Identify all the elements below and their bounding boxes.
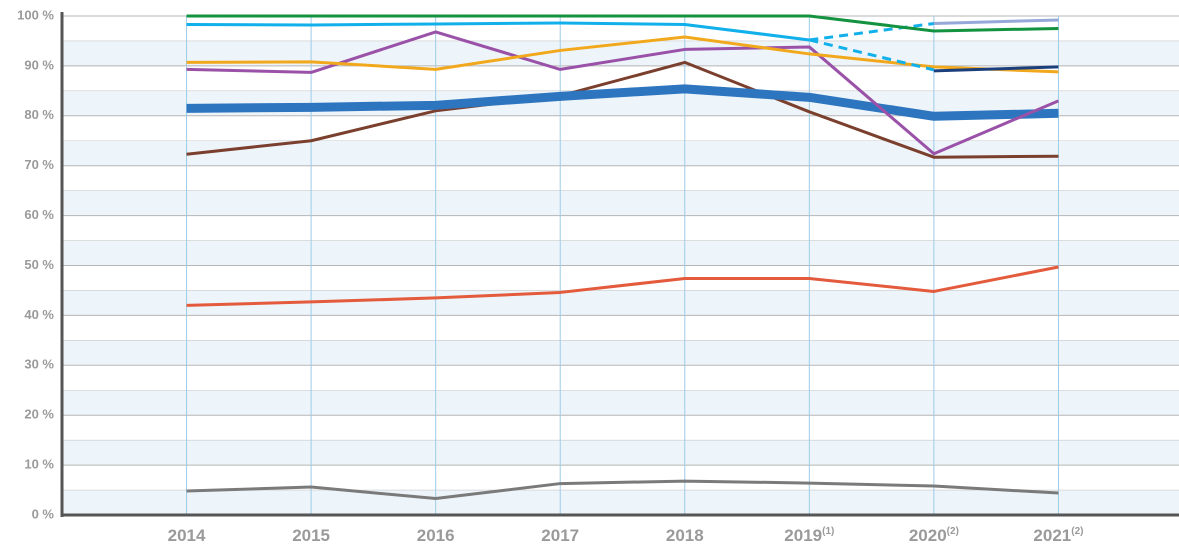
- y-tick-label: 70 %: [24, 157, 54, 172]
- category-label: 2018: [666, 526, 704, 545]
- category-note: (2): [947, 526, 959, 537]
- y-tick-label: 50 %: [24, 257, 54, 272]
- data-line: [186, 479, 1059, 501]
- dashed-line: [809, 21, 935, 42]
- y-tick-label: 10 %: [24, 457, 54, 472]
- grid-band: [62, 440, 1179, 466]
- category-label: 2020: [909, 526, 947, 545]
- data-line: [186, 21, 810, 42]
- x-tick-label: 2021(2): [1033, 526, 1083, 546]
- y-tick-label: 90 %: [24, 57, 54, 72]
- x-tick-label: 2016: [417, 526, 455, 545]
- category-label: 2017: [541, 526, 579, 545]
- x-tick-label: 2017: [541, 526, 579, 545]
- y-tick-label: 20 %: [24, 407, 54, 422]
- grid-band: [62, 490, 1179, 515]
- data-line: [186, 60, 1059, 159]
- data-line: [186, 265, 1059, 307]
- y-tick-label: 40 %: [24, 307, 54, 322]
- data-line: [933, 18, 1059, 25]
- data-line: [186, 84, 1059, 121]
- y-tick-label: 0 %: [32, 506, 55, 521]
- data-line: [933, 65, 1059, 73]
- x-tick-label: 2020(2): [909, 526, 959, 546]
- category-label: 2019: [784, 526, 822, 545]
- grid-band: [62, 340, 1179, 366]
- y-tick-label: 80 %: [24, 107, 54, 122]
- category-label: 2015: [292, 526, 330, 545]
- category-label: 2021: [1033, 526, 1071, 545]
- category-note: (2): [1071, 526, 1083, 537]
- grid-band: [62, 240, 1179, 266]
- y-tick-label: 30 %: [24, 357, 54, 372]
- x-tick-label: 2019(1): [784, 526, 834, 546]
- x-tick-label: 2015: [292, 526, 330, 545]
- category-label: 2016: [417, 526, 455, 545]
- category-label: 2014: [168, 526, 206, 545]
- category-note: (1): [822, 526, 834, 537]
- grid-band: [62, 390, 1179, 416]
- y-tick-label: 100 %: [17, 7, 54, 22]
- data-line: [186, 14, 1059, 33]
- grid-band: [62, 190, 1179, 216]
- x-tick-label: 2014: [168, 526, 206, 545]
- data-line: [186, 30, 1060, 156]
- y-tick-label: 60 %: [24, 207, 54, 222]
- x-tick-label: 2018: [666, 526, 704, 545]
- dashed-line: [808, 38, 935, 72]
- grid-band: [62, 140, 1179, 166]
